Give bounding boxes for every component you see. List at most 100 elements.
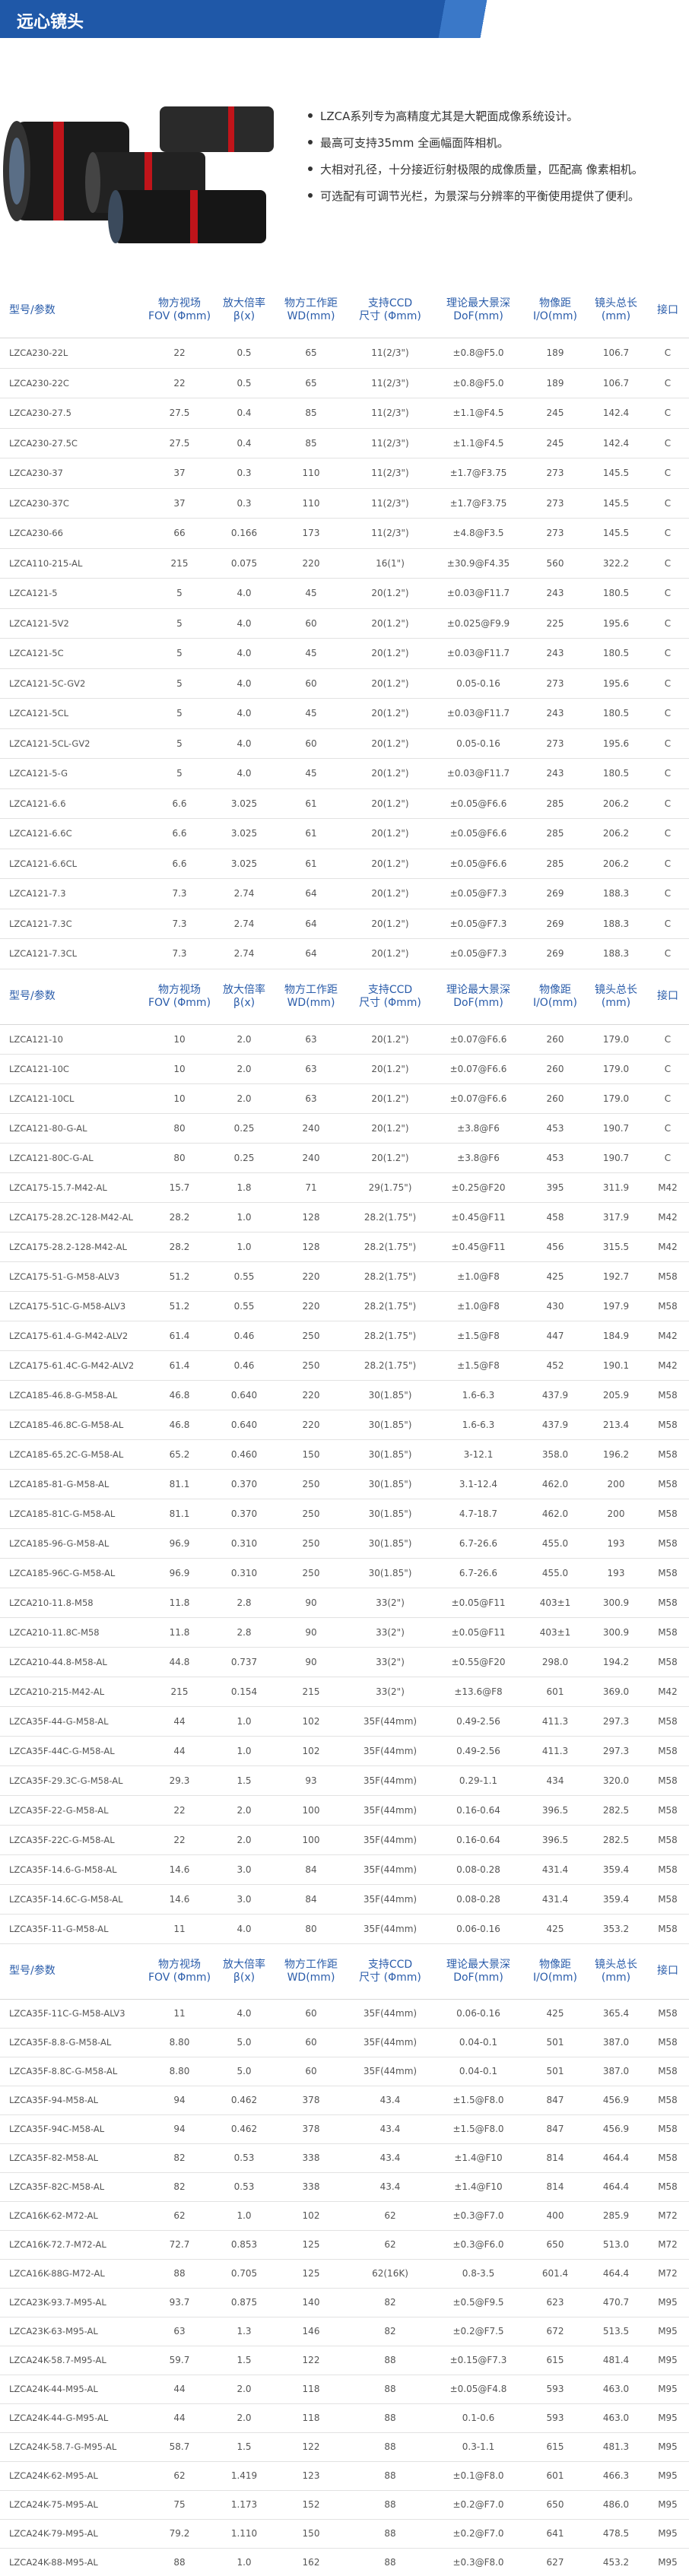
header-line: 尺寸 (Φmm): [359, 310, 421, 322]
cell: LZCA175-28.2-128-M42-AL: [0, 1232, 144, 1262]
cell: 847: [525, 2086, 586, 2115]
cell: 478.5: [586, 2519, 646, 2549]
cell: 29(1.75"): [348, 1172, 432, 1203]
cell: 0.310: [214, 1528, 274, 1559]
cell: 225: [525, 608, 586, 639]
cell: ±0.05@F4.8: [432, 2375, 525, 2404]
cell: 615: [525, 2346, 586, 2375]
cell: 22: [144, 368, 214, 398]
cell: 200: [586, 1499, 646, 1529]
cell: LZCA121-5C-GV2: [0, 668, 144, 699]
cell: 315.5: [586, 1232, 646, 1262]
column-header: 理论最大景深 DoF(mm): [432, 283, 525, 338]
row: LZCA121-5 5 4.0 45 20(1.2") ±0.03@F11.7 243 180…: [0, 578, 689, 609]
cell: 245: [525, 398, 586, 429]
header-line: 物方视场: [158, 297, 201, 309]
cell: 4.0: [214, 668, 274, 699]
cell: 0.075: [214, 548, 274, 579]
cell: 1.0: [214, 1706, 274, 1737]
cell: 627: [525, 2548, 586, 2576]
cell: 0.04-0.1: [432, 2028, 525, 2057]
cell: M58: [646, 1706, 689, 1737]
cell: C: [646, 638, 689, 669]
cell: 0.154: [214, 1677, 274, 1707]
row: LZCA24K-58.7-G-M95-AL 58.7 1.5 122 88 0.3-1.1…: [0, 2432, 689, 2462]
cell: 72.7: [144, 2230, 214, 2260]
cell: 35F(44mm): [348, 1854, 432, 1885]
cell: 455.0: [525, 1558, 586, 1588]
cell: 106.7: [586, 368, 646, 398]
row: LZCA35F-29.3C-G-M58-AL 29.3 1.5 93 35F(44mm)…: [0, 1765, 689, 1796]
cell: LZCA24K-58.7-G-M95-AL: [0, 2432, 144, 2462]
cell: 20(1.2"): [348, 1143, 432, 1173]
header-line: 物方视场: [158, 1958, 201, 1971]
cell: 200: [586, 1469, 646, 1499]
cell: 250: [274, 1350, 348, 1381]
cell: 60: [274, 608, 348, 639]
row: LZCA24K-88-M95-AL 88 1.0 162 88 ±0.3@F8.0 627 4…: [0, 2548, 689, 2576]
cell: 11: [144, 1914, 214, 1944]
cell: 180.5: [586, 758, 646, 789]
cell: 0.25: [214, 1113, 274, 1144]
cell: 35F(44mm): [348, 1765, 432, 1796]
cell: 125: [274, 2259, 348, 2289]
cell: 298.0: [525, 1647, 586, 1677]
cell: 260: [525, 1024, 586, 1055]
column-header: 支持CCD 尺寸 (Φmm): [348, 283, 432, 338]
cell: 403±1: [525, 1617, 586, 1648]
cell: LZCA16K-72.7-M72-AL: [0, 2230, 144, 2260]
cell: 152: [274, 2490, 348, 2520]
cell: 100: [274, 1795, 348, 1826]
cell: LZCA35F-11C-G-M58-ALV3: [0, 1999, 144, 2029]
cell: 560: [525, 548, 586, 579]
cell: LZCA35F-82-M58-AL: [0, 2143, 144, 2173]
cell: 28.2(1.75"): [348, 1321, 432, 1351]
cell: 88: [348, 2548, 432, 2576]
cell: 0.53: [214, 2172, 274, 2202]
cell: 190.7: [586, 1143, 646, 1173]
row: LZCA35F-14.6-G-M58-AL 14.6 3.0 84 35F(44mm) 0…: [0, 1854, 689, 1885]
cell: 297.3: [586, 1736, 646, 1766]
bullet-list: LZCA系列专为高精度尤其是大靶面成像系统设计。 最高可支持35mm 全画幅面阵相…: [308, 108, 681, 214]
cell: LZCA175-15.7-M42-AL: [0, 1172, 144, 1203]
cell: 5: [144, 758, 214, 789]
cell: 0.08-0.28: [432, 1854, 525, 1885]
cell: 245: [525, 428, 586, 458]
cell: 45: [274, 578, 348, 609]
cell: 75: [144, 2490, 214, 2520]
cell: LZCA121-6.6CL: [0, 849, 144, 879]
column-header: 接口: [646, 283, 689, 338]
cell: 102: [274, 1736, 348, 1766]
cell: 0.5: [214, 368, 274, 398]
row: LZCA121-5C-GV2 5 4.0 60 20(1.2") 0.05-0.16 273…: [0, 668, 689, 699]
row: LZCA24K-79-M95-AL 79.2 1.110 150 88 ±0.2@F7.0…: [0, 2519, 689, 2549]
cell: 250: [274, 1321, 348, 1351]
row: LZCA35F-22C-G-M58-AL 22 2.0 100 35F(44mm) 0.1…: [0, 1825, 689, 1855]
cell: 80: [274, 1914, 348, 1944]
cell: 615: [525, 2432, 586, 2462]
cell: ±0.03@F11.7: [432, 638, 525, 669]
cell: 601: [525, 1677, 586, 1707]
cell: LZCA35F-11-G-M58-AL: [0, 1914, 144, 1944]
cell: 4.0: [214, 638, 274, 669]
cell: 0.460: [214, 1439, 274, 1470]
cell: LZCA121-5-G: [0, 758, 144, 789]
cell: 4.0: [214, 698, 274, 729]
cell: 2.0: [214, 2375, 274, 2404]
cell: C: [646, 1054, 689, 1084]
cell: 60: [274, 668, 348, 699]
cell: ±0.2@F7.0: [432, 2490, 525, 2520]
cell: 623: [525, 2288, 586, 2317]
column-header: 接口: [646, 1943, 689, 2000]
cell: ±0.03@F11.7: [432, 758, 525, 789]
cell: 192.7: [586, 1261, 646, 1292]
cell: 10: [144, 1054, 214, 1084]
row: LZCA35F-8.8-G-M58-AL 8.80 5.0 60 35F(44mm) 0.…: [0, 2028, 689, 2057]
cell: LZCA121-6.6: [0, 788, 144, 819]
cell: ±1.1@F4.5: [432, 398, 525, 429]
cell: 20(1.2"): [348, 758, 432, 789]
cell: 456.9: [586, 2114, 646, 2144]
cell: 601: [525, 2461, 586, 2491]
cell: 64: [274, 938, 348, 969]
cell: ±0.03@F11.7: [432, 578, 525, 609]
